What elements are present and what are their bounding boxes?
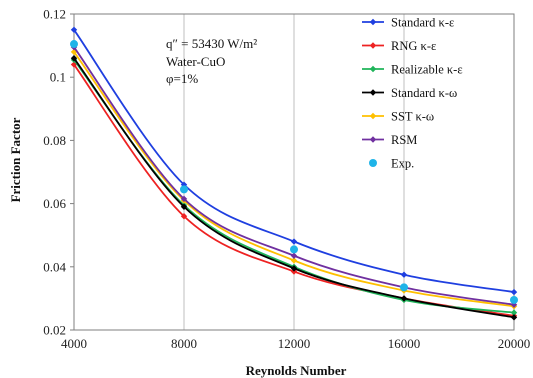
legend-label: RNG κ-ε <box>391 39 436 53</box>
heat-flux-annotation: q″ = 53430 W/m² <box>166 36 257 51</box>
data-point <box>180 185 188 194</box>
data-point <box>180 203 188 210</box>
data-point <box>70 26 78 33</box>
legend-label: RSM <box>391 133 417 147</box>
data-point <box>510 309 518 316</box>
data-point <box>510 314 518 321</box>
y-tick-label: 0.02 <box>43 323 66 338</box>
legend-item: Standard κ-ε <box>362 16 454 30</box>
legend-marker <box>369 18 377 26</box>
x-tick-label: 8000 <box>171 336 197 351</box>
x-tick-label: 12000 <box>278 336 311 351</box>
series-layer <box>70 26 518 321</box>
legend-marker <box>369 112 377 120</box>
legend-item: Standard κ-ω <box>362 86 457 100</box>
legend-marker <box>369 159 377 167</box>
data-point <box>290 245 298 254</box>
legend-label: Standard κ-ω <box>391 86 457 100</box>
series-3 <box>70 55 518 321</box>
legend-marker <box>369 89 377 96</box>
series-line <box>73 29 515 293</box>
annotations: q″ = 53430 W/m² Water-CuO φ=1% <box>166 36 257 86</box>
data-point <box>180 195 188 203</box>
data-point <box>290 265 298 272</box>
data-point <box>290 257 298 264</box>
x-tick-label: 4000 <box>61 336 87 351</box>
legend-item: RSM <box>362 133 417 147</box>
data-point <box>180 213 188 220</box>
y-tick-label: 0.1 <box>50 70 66 85</box>
legend-label: Standard κ-ε <box>391 16 454 30</box>
data-point <box>70 40 78 49</box>
legend: Standard κ-ε RNG κ-ε Realizable κ-ε Standar… <box>362 16 463 171</box>
series-line <box>73 46 515 306</box>
x-tick-label: 16000 <box>388 336 421 351</box>
y-tick-label: 0.08 <box>43 133 66 148</box>
legend-item: Exp. <box>369 157 414 171</box>
series-line <box>73 51 515 308</box>
legend-label: Realizable κ-ε <box>391 63 463 77</box>
y-tick-label: 0.06 <box>43 196 66 211</box>
legend-item: RNG κ-ε <box>362 39 436 53</box>
legend-marker <box>369 42 377 49</box>
data-point <box>290 238 298 245</box>
y-tick-label: 0.04 <box>43 259 66 274</box>
x-tick-label: 20000 <box>498 336 531 351</box>
data-point <box>400 283 408 292</box>
legend-item: Realizable κ-ε <box>362 63 463 77</box>
data-point <box>400 271 408 278</box>
data-point <box>510 295 518 304</box>
data-point <box>70 55 78 62</box>
data-point <box>400 295 408 302</box>
y-axis-title: Friction Factor <box>8 117 23 202</box>
volume-fraction-annotation: φ=1% <box>166 71 198 86</box>
series-6 <box>70 40 518 304</box>
legend-marker <box>369 65 377 73</box>
legend-label: Exp. <box>391 157 414 171</box>
y-tick-labels: 0.02 0.04 0.06 0.08 0.1 0.12 <box>43 7 74 338</box>
legend-label: SST κ-ω <box>391 110 434 124</box>
fluid-annotation: Water-CuO <box>166 54 225 69</box>
x-tick-labels: 4000 8000 12000 16000 20000 <box>61 336 530 351</box>
legend-item: SST κ-ω <box>362 110 434 124</box>
y-tick-label: 0.12 <box>43 7 66 22</box>
legend-marker <box>369 136 377 143</box>
plot-area-border <box>73 13 515 331</box>
data-point <box>290 252 298 259</box>
series-line <box>73 57 515 319</box>
x-axis-title: Reynolds Number <box>246 363 347 378</box>
data-point <box>510 288 518 296</box>
